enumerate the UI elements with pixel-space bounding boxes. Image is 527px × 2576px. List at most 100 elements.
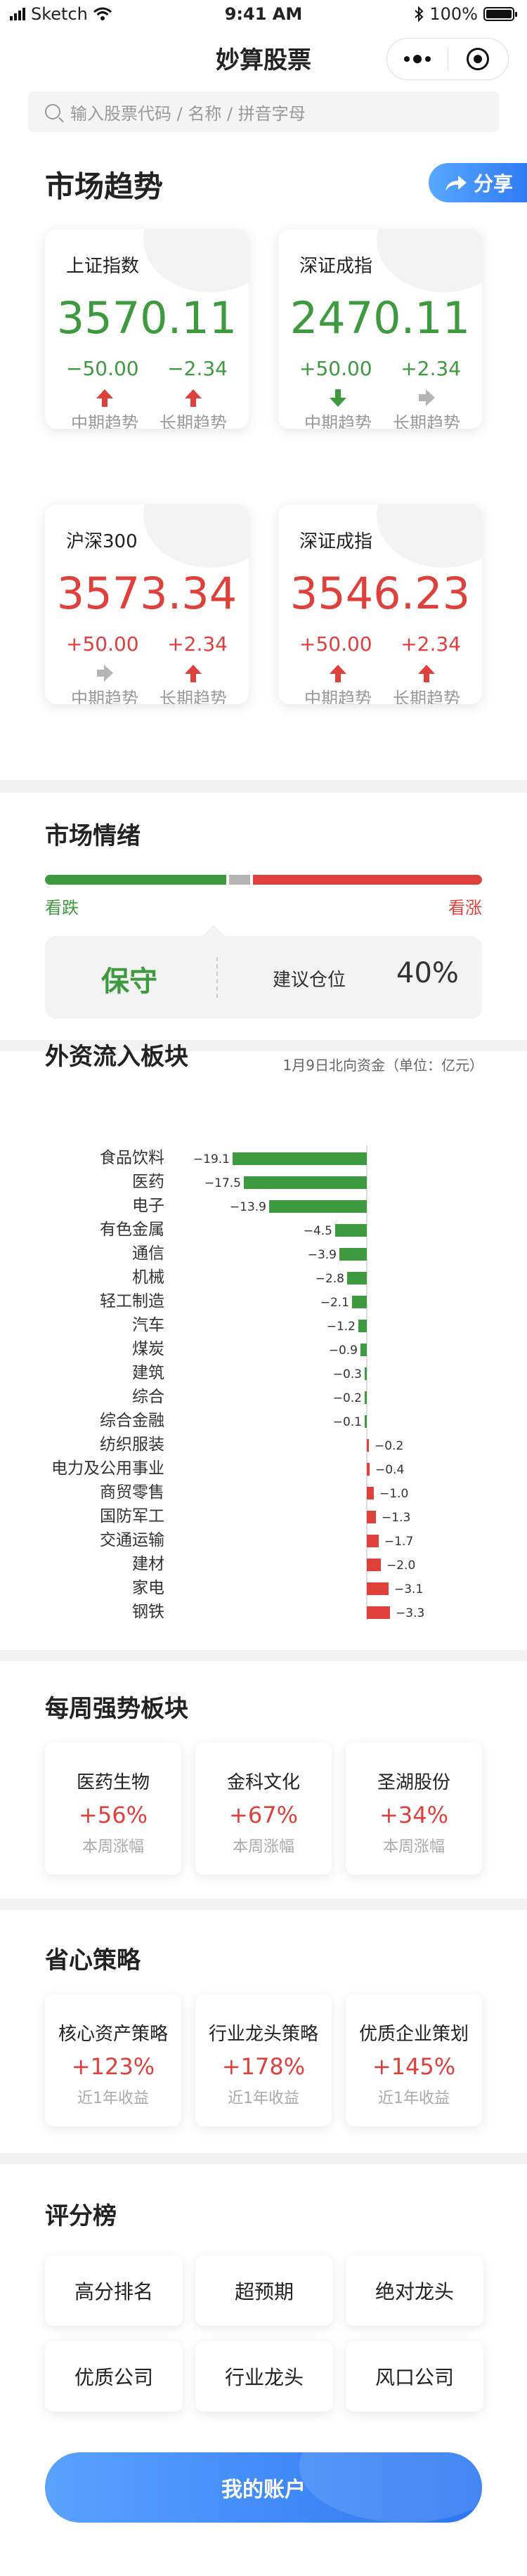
sentiment-advice-box: 保守 建议仓位 40%	[45, 936, 482, 1019]
strategy-card[interactable]: 优质企业策划 +145% 近1年收益	[346, 1994, 482, 2126]
advice-label: 建议仓位	[273, 965, 346, 991]
tile-value: +178%	[195, 2053, 332, 2080]
strategy-card[interactable]: 行业龙头策略 +178% 近1年收益	[195, 1994, 332, 2126]
index-value: 2470.11	[278, 292, 482, 344]
sentiment-neutral-bar	[229, 875, 250, 885]
strategy-card[interactable]: 核心资产策略 +123% 近1年收益	[45, 1994, 181, 2126]
bear-label: 看跌	[45, 894, 79, 918]
nav-bar: 妙算股票	[0, 28, 527, 84]
tile-value: +145%	[346, 2053, 482, 2080]
share-icon	[444, 173, 468, 193]
ranking-button[interactable]: 绝对龙头	[346, 2256, 483, 2326]
trend-arrow-icon	[184, 388, 202, 408]
tile-value: +34%	[346, 1802, 482, 1828]
ranking-button[interactable]: 优质公司	[45, 2341, 183, 2412]
mid-trend-label: 中期趋势	[66, 409, 143, 429]
weekly-sector-card[interactable]: 圣湖股份 +34% 本周涨幅	[346, 1743, 482, 1875]
long-trend-label: 长期趋势	[388, 409, 465, 429]
foreign-flow-section	[0, 1051, 527, 1650]
ranking-title: 评分榜	[45, 2197, 117, 2231]
trend-arrow-icon	[96, 663, 114, 683]
search-input[interactable]: 输入股票代码 / 名称 / 拼音字母	[28, 91, 499, 132]
search-icon	[45, 104, 60, 119]
weekly-sector-card[interactable]: 医药生物 +56% 本周涨幅	[45, 1743, 181, 1875]
more-icon	[404, 55, 431, 63]
more-button[interactable]	[387, 39, 448, 79]
search-placeholder: 输入股票代码 / 名称 / 拼音字母	[70, 100, 306, 124]
sentiment-title: 市场情绪	[45, 817, 141, 851]
ranking-button[interactable]: 高分排名	[45, 2256, 183, 2326]
index-name: 沪深300	[66, 527, 138, 553]
share-button[interactable]: 分享	[429, 163, 527, 202]
tile-sub: 本周涨幅	[195, 1834, 332, 1856]
index-change-points: −50.00	[66, 357, 139, 380]
index-value: 3570.11	[45, 292, 249, 344]
index-change-points: +50.00	[66, 632, 139, 656]
tile-sub: 近1年收益	[346, 2086, 482, 2108]
mid-trend-label: 中期趋势	[299, 684, 377, 704]
sentiment-bull-bar	[253, 875, 482, 885]
long-trend-label: 长期趋势	[388, 684, 465, 704]
index-card[interactable]: 沪深300 3573.34 +50.00 +2.34 中期趋势 长期趋势	[45, 505, 249, 704]
bluetooth-icon	[414, 6, 424, 22]
advice-value: 40%	[396, 957, 459, 989]
index-change-percent: +2.34	[401, 357, 461, 380]
tile-name: 金科文化	[195, 1768, 332, 1794]
weekly-strong-title: 每周强势板块	[45, 1689, 188, 1724]
market-trend-title: 市场趋势	[45, 163, 163, 206]
strategy-title: 省心策略	[45, 1941, 141, 1975]
tile-sub: 近1年收益	[45, 2086, 181, 2108]
index-change-points: +50.00	[299, 357, 372, 380]
trend-arrow-icon	[417, 663, 436, 683]
my-account-button[interactable]: 我的账户	[45, 2452, 482, 2523]
tile-name: 圣湖股份	[346, 1768, 482, 1794]
tile-sub: 本周涨幅	[346, 1834, 482, 1856]
trend-arrow-icon	[96, 388, 114, 408]
trend-arrow-icon	[417, 388, 436, 408]
trend-arrow-icon	[329, 663, 347, 683]
trend-arrow-icon	[184, 663, 202, 683]
tile-name: 医药生物	[45, 1768, 181, 1794]
tile-name: 核心资产策略	[45, 2019, 181, 2045]
tile-sub: 本周涨幅	[45, 1834, 181, 1856]
ranking-button[interactable]: 行业龙头	[195, 2341, 333, 2412]
index-name: 深证成指	[299, 527, 372, 553]
ranking-button[interactable]: 超预期	[195, 2256, 333, 2326]
index-card[interactable]: 深证成指 3546.23 +50.00 +2.34 中期趋势 长期趋势	[278, 505, 482, 704]
weekly-sector-card[interactable]: 金科文化 +67% 本周涨幅	[195, 1743, 332, 1875]
close-button[interactable]	[448, 39, 509, 79]
trend-arrow-icon	[329, 388, 347, 408]
foreign-flow-note: 1月9日北向资金（单位：亿元）	[283, 1054, 483, 1074]
status-bar: Sketch 9:41 AM 100%	[0, 0, 527, 28]
index-name: 上证指数	[66, 252, 139, 278]
mid-trend-label: 中期趋势	[66, 684, 143, 704]
index-name: 深证成指	[299, 252, 372, 278]
long-trend-label: 长期趋势	[155, 409, 232, 429]
index-card[interactable]: 深证成指 2470.11 +50.00 +2.34 中期趋势 长期趋势	[278, 229, 482, 429]
search-section: 输入股票代码 / 名称 / 拼音字母	[0, 84, 527, 142]
mid-trend-label: 中期趋势	[299, 409, 377, 429]
tile-sub: 近1年收益	[195, 2086, 332, 2108]
battery-icon	[483, 7, 514, 21]
battery-percent: 100%	[429, 4, 478, 24]
index-change-points: +50.00	[299, 632, 372, 656]
index-change-percent: +2.34	[401, 632, 461, 656]
mood-label: 保守	[45, 958, 214, 999]
foreign-flow-title: 外资流入板块	[45, 1037, 188, 1072]
index-card[interactable]: 上证指数 3570.11 −50.00 −2.34 中期趋势 长期趋势	[45, 229, 249, 429]
bull-label: 看涨	[448, 894, 482, 918]
close-target-icon	[467, 48, 489, 70]
tile-value: +67%	[195, 1802, 332, 1828]
tile-value: +56%	[45, 1802, 181, 1828]
tile-value: +123%	[45, 2053, 181, 2080]
index-change-percent: +2.34	[167, 632, 228, 656]
index-change-percent: −2.34	[167, 357, 228, 380]
sentiment-bear-bar	[45, 875, 226, 885]
tile-name: 优质企业策划	[346, 2019, 482, 2045]
share-label: 分享	[474, 169, 513, 197]
long-trend-label: 长期趋势	[155, 684, 232, 704]
mini-program-capsule	[386, 38, 509, 80]
tile-name: 行业龙头策略	[195, 2019, 332, 2045]
ranking-button[interactable]: 风口公司	[346, 2341, 483, 2412]
